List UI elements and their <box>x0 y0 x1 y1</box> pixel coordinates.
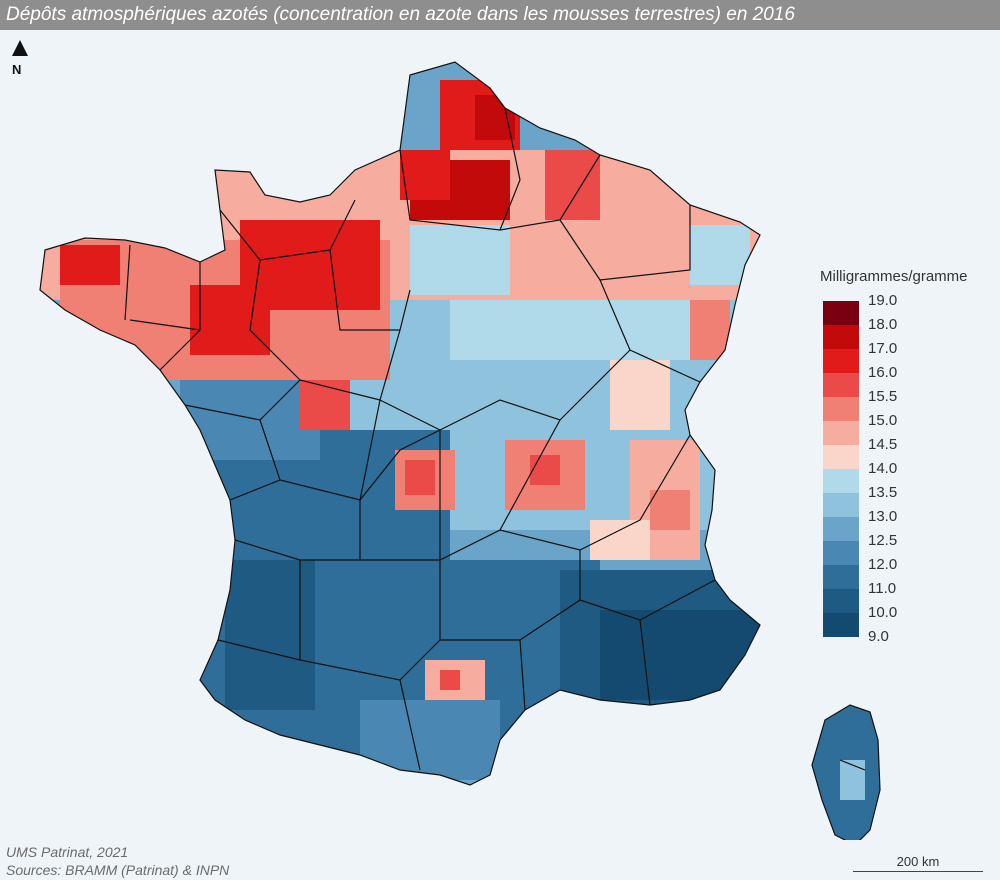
legend-swatch <box>823 565 859 589</box>
map-title: Dépôts atmosphériques azotés (concentrat… <box>0 0 1000 30</box>
north-arrow-icon <box>12 40 28 56</box>
department-boundaries <box>39 61 881 840</box>
credits: UMS Patrinat, 2021 Sources: BRAMM (Patri… <box>6 843 229 879</box>
legend-swatch <box>823 493 859 517</box>
legend-break-label: 13.0 <box>868 508 898 525</box>
legend-break-label: 19.0 <box>868 292 898 309</box>
legend-break-label: 13.5 <box>868 484 898 501</box>
legend-swatch <box>823 397 859 421</box>
legend-swatch <box>823 301 859 325</box>
legend-break-label: 12.5 <box>868 532 898 549</box>
credit-line: UMS Patrinat, 2021 <box>6 844 129 860</box>
legend-swatch <box>823 541 859 565</box>
legend-swatch <box>823 517 859 541</box>
legend-swatch <box>823 589 859 613</box>
legend-break-label: 10.0 <box>868 604 898 621</box>
legend-scale: 19.0 18.0 17.0 16.0 15.5 15.0 14.5 14.0 13.5 13.0… <box>820 292 1000 645</box>
legend-swatch <box>823 613 859 637</box>
legend-swatch <box>823 421 859 445</box>
legend-swatch <box>823 373 859 397</box>
legend-break-label: 15.0 <box>868 412 898 429</box>
legend-break-label: 14.0 <box>868 460 898 477</box>
legend-break-label: 17.0 <box>868 340 898 357</box>
legend: Milligrammes/gramme 19.0 18.0 17.0 16.0 15.5… <box>820 268 1000 645</box>
legend-break-label: 15.5 <box>868 388 898 405</box>
scale-bar: 200 km <box>838 854 998 872</box>
legend-break-label: 16.0 <box>868 364 898 381</box>
legend-swatch <box>823 469 859 493</box>
legend-break-label: 9.0 <box>868 628 889 645</box>
legend-break-label: 18.0 <box>868 316 898 333</box>
sources-line: Sources: BRAMM (Patrinat) & INPN <box>6 862 230 878</box>
scale-label: 200 km <box>896 854 940 869</box>
scale-bar-line <box>853 871 983 872</box>
north-label: N <box>12 62 22 77</box>
legend-swatch <box>823 445 859 469</box>
legend-break-label: 14.5 <box>868 436 898 453</box>
legend-swatch <box>823 349 859 373</box>
legend-break-label: 11.0 <box>868 580 897 597</box>
legend-title: Milligrammes/gramme <box>820 268 968 285</box>
legend-swatch <box>823 325 859 349</box>
nitrogen-deposition-map <box>39 61 881 840</box>
legend-break-label: 12.0 <box>868 556 898 573</box>
